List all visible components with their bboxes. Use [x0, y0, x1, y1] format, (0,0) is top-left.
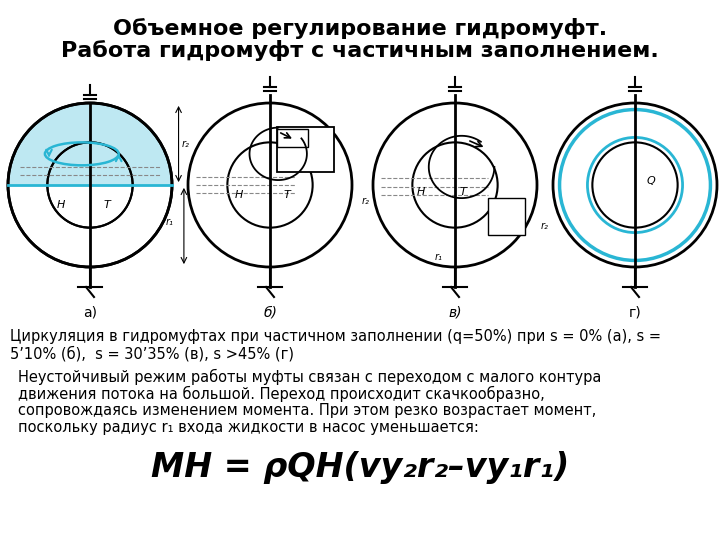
- Text: поскольку радиус r₁ входа жидкости в насос уменьшается:: поскольку радиус r₁ входа жидкости в нас…: [18, 420, 479, 435]
- Text: MН = ρQН(vу₂r₂–vу₁r₁): MН = ρQН(vу₂r₂–vу₁r₁): [151, 451, 569, 484]
- Text: H: H: [57, 200, 66, 211]
- Text: r₂: r₂: [182, 139, 189, 149]
- Text: движения потока на большой. Переход происходит скачкообразно,: движения потока на большой. Переход прои…: [18, 386, 545, 402]
- Bar: [276, 130, 308, 147]
- Text: Работа гидромуфт с частичным заполнением.: Работа гидромуфт с частичным заполнением…: [61, 40, 659, 61]
- Bar: [276, 127, 334, 172]
- Text: 5’10% (б),  s = 30’35% (в), s >45% (г): 5’10% (б), s = 30’35% (в), s >45% (г): [10, 346, 294, 362]
- Text: T: T: [283, 190, 289, 200]
- Text: г): г): [629, 305, 642, 319]
- Text: Объемное регулирование гидромуфт.: Объемное регулирование гидромуфт.: [113, 18, 607, 39]
- Text: H: H: [235, 190, 243, 200]
- Text: а): а): [83, 305, 97, 319]
- Text: в): в): [449, 305, 462, 319]
- Wedge shape: [7, 185, 173, 268]
- Text: сопровождаясь изменением момента. При этом резко возрастает момент,: сопровождаясь изменением момента. При эт…: [18, 403, 596, 418]
- Text: H: H: [416, 186, 425, 197]
- Text: r₁: r₁: [166, 217, 174, 227]
- Text: T: T: [460, 186, 467, 197]
- Text: Неустойчивый режим работы муфты связан с переходом с малого контура: Неустойчивый режим работы муфты связан с…: [18, 369, 601, 385]
- Text: r₂: r₂: [541, 221, 549, 231]
- Text: r₁: r₁: [435, 252, 443, 262]
- Text: Циркуляция в гидромуфтах при частичном заполнении (q=50%) при s = 0% (а), s =: Циркуляция в гидромуфтах при частичном з…: [10, 329, 661, 344]
- Text: б): б): [263, 305, 277, 319]
- Text: Q: Q: [647, 176, 656, 186]
- Text: T: T: [103, 200, 109, 211]
- Wedge shape: [8, 103, 172, 185]
- Bar: [488, 198, 525, 234]
- Text: r₂: r₂: [362, 197, 369, 206]
